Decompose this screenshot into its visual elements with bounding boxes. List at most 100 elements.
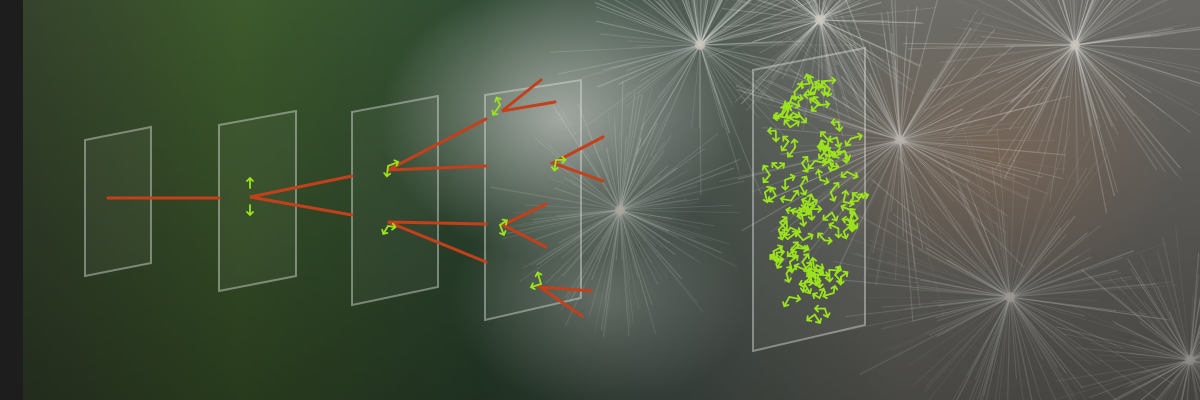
arrow — [800, 197, 810, 205]
arrow — [777, 228, 785, 241]
arrow-shaft — [499, 224, 507, 237]
arrow — [809, 256, 818, 269]
arrow — [815, 168, 823, 181]
arrow-shaft — [790, 189, 800, 202]
ray — [501, 78, 557, 113]
arrow — [829, 191, 837, 202]
arrow-shaft — [803, 262, 813, 271]
arrow — [246, 176, 254, 189]
panel — [218, 109, 297, 293]
arrow-shaft — [790, 138, 799, 149]
arrow — [793, 262, 806, 271]
arrow — [818, 139, 827, 152]
arrow-shaft — [806, 193, 815, 204]
arrow-shaft — [809, 205, 823, 213]
arrow-shaft — [782, 296, 791, 308]
arrow — [801, 155, 809, 165]
arrow-shaft — [824, 76, 837, 85]
arrow — [790, 138, 799, 149]
arrow — [785, 265, 793, 275]
arrow — [766, 126, 777, 135]
arrow — [834, 265, 842, 276]
arrow-shaft — [819, 131, 830, 142]
arrow-shaft — [813, 304, 826, 313]
arrow-shaft — [246, 204, 254, 217]
arrow-shaft — [829, 182, 840, 194]
arrow-shaft — [822, 211, 833, 222]
arrow-shaft — [779, 221, 788, 231]
arrow-shaft — [803, 282, 813, 295]
arrow-shaft — [529, 282, 542, 290]
arrow — [783, 226, 792, 237]
arrow-shaft — [849, 207, 859, 220]
ray — [549, 135, 605, 183]
arrow-shaft — [830, 284, 839, 295]
arrow-shaft — [827, 162, 836, 173]
arrow-shaft — [761, 164, 771, 176]
arrow — [829, 182, 840, 194]
arrow — [817, 149, 827, 160]
panel — [484, 78, 582, 322]
arrow — [773, 112, 783, 120]
arrow-shaft — [805, 201, 816, 210]
arrow-shaft — [794, 231, 804, 242]
arrow-shaft — [840, 270, 849, 278]
arrow — [848, 217, 859, 227]
arrow-shaft — [246, 176, 254, 189]
ray — [387, 220, 488, 264]
arrow-shaft — [822, 157, 834, 166]
arrow — [387, 222, 397, 231]
arrow — [830, 284, 839, 295]
arrow-shaft — [809, 256, 818, 269]
arrow-shaft — [788, 113, 801, 122]
arrow-shaft — [780, 140, 790, 152]
arrow — [823, 236, 833, 245]
arrow-shaft — [834, 227, 843, 239]
arrow-shaft — [799, 184, 808, 196]
arrow — [827, 135, 838, 144]
arrow — [806, 313, 816, 322]
arrow-shaft — [783, 119, 792, 129]
arrow — [811, 292, 821, 300]
arrow — [246, 204, 254, 217]
arrow-shaft — [550, 159, 559, 172]
arrow — [779, 195, 793, 204]
arrow-shaft — [762, 191, 771, 204]
arrow-shaft — [784, 173, 796, 182]
arrow — [840, 171, 849, 178]
arrow — [799, 175, 809, 187]
arrow — [813, 79, 826, 89]
arrow-shaft — [834, 274, 843, 283]
rays — [106, 78, 605, 318]
arrow — [819, 177, 830, 186]
arrow-shaft — [815, 168, 823, 181]
arrow — [809, 96, 820, 107]
arrow — [806, 193, 815, 204]
arrow-shaft — [819, 177, 830, 186]
arrow — [499, 218, 508, 226]
arrow — [857, 191, 870, 200]
arrow-shaft — [857, 191, 870, 200]
arrow-shaft — [849, 132, 863, 141]
arrow — [834, 227, 843, 239]
arrows — [246, 73, 870, 324]
arrow-shaft — [798, 279, 811, 288]
arrow — [801, 253, 810, 264]
arrow — [849, 197, 859, 206]
arrow-shaft — [807, 159, 816, 170]
arrow — [817, 232, 826, 242]
arrow-shaft — [771, 162, 779, 170]
arrow — [843, 149, 851, 161]
arrow-shaft — [817, 149, 827, 160]
arrow — [807, 159, 816, 170]
arrow — [822, 157, 834, 166]
arrow — [387, 159, 400, 167]
arrow — [844, 137, 852, 147]
arrow-shaft — [776, 162, 786, 170]
arrow-shaft — [784, 272, 792, 284]
arrow-shaft — [793, 262, 806, 271]
arrow — [818, 142, 828, 151]
arrow-shaft — [841, 189, 850, 203]
